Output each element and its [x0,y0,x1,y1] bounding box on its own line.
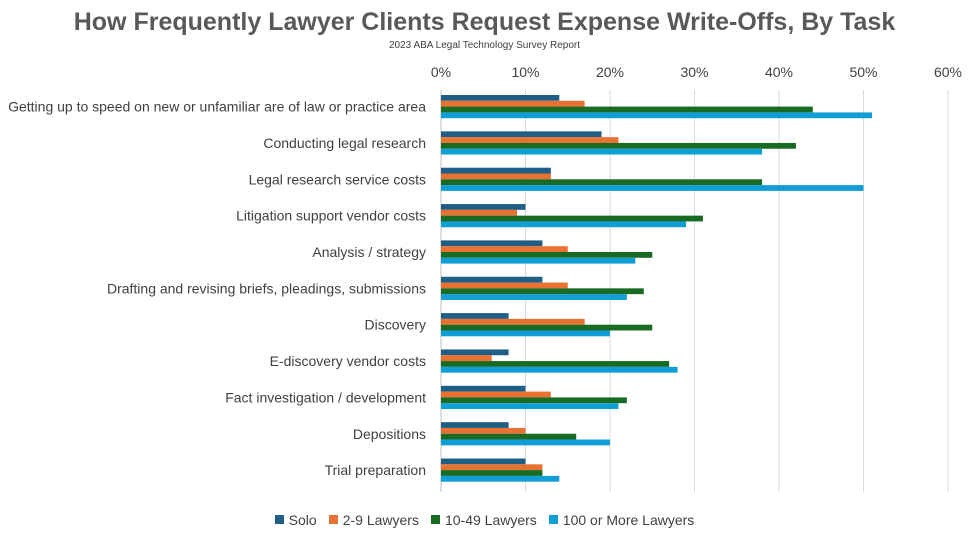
legend-swatch [274,515,284,524]
bar-2-9-lawyers [441,391,551,398]
legend-item: 100 or More Lawyers [548,512,695,528]
bar-2-9-lawyers [441,318,585,325]
x-tick-label: 30% [680,64,708,80]
x-tick-label: 0% [431,64,451,80]
category-labels: Getting up to speed on new or unfamiliar… [8,99,426,479]
bar-2-9-lawyers [441,246,568,252]
bar-solo [441,349,509,356]
bar-10-49-lawyers [441,179,763,186]
bar-100-or-more-lawyers [441,475,560,482]
bar-100-or-more-lawyers [441,366,678,373]
bar-10-49-lawyers [441,215,703,222]
bar-solo [441,458,526,465]
bar-solo [441,131,602,138]
category-label: Analysis / strategy [312,244,426,260]
chart-title: How Frequently Lawyer Clients Request Ex… [73,8,896,36]
category-label: E-discovery vendor costs [270,353,426,369]
bar-solo [441,385,526,392]
bar-2-9-lawyers [441,209,518,216]
bar-100-or-more-lawyers [441,330,610,337]
chart-subtitle: 2023 ABA Legal Technology Survey Report [388,40,581,51]
category-label: Depositions [353,426,426,442]
legend-label: 2-9 Lawyers [342,512,419,528]
bar-10-49-lawyers [441,252,653,258]
bar-100-or-more-lawyers [441,221,687,228]
bar-100-or-more-lawyers [441,403,619,409]
bars [441,95,872,482]
x-tick-label: 60% [934,64,962,80]
bar-100-or-more-lawyers [441,112,872,119]
legend-swatch [328,515,338,524]
bar-2-9-lawyers [441,464,543,471]
bar-2-9-lawyers [441,355,492,362]
category-label: Getting up to speed on new or unfamiliar… [8,99,426,115]
bar-solo [441,276,543,283]
x-tick-label: 20% [596,64,624,80]
category-label: Legal research service costs [249,171,426,187]
bar-10-49-lawyers [441,433,577,440]
bar-2-9-lawyers [441,100,585,107]
bar-100-or-more-lawyers [441,257,636,264]
bar-2-9-lawyers [441,137,619,143]
bar-10-49-lawyers [441,361,670,367]
bar-10-49-lawyers [441,288,644,295]
x-tick-label: 10% [511,64,539,80]
bar-2-9-lawyers [441,282,568,289]
bar-100-or-more-lawyers [441,439,610,446]
bar-10-49-lawyers [441,142,796,149]
legend-item: 10-49 Lawyers [430,512,537,528]
bar-solo [441,240,543,247]
x-axis-ticks: 0% 10% 20% 30% 40% 50% 60% [431,64,962,80]
legend-label: Solo [288,512,317,528]
bar-solo [441,422,509,428]
bar-100-or-more-lawyers [441,185,864,191]
bar-10-49-lawyers [441,324,653,331]
x-tick-label: 50% [849,64,877,80]
legend-item: Solo [274,512,317,528]
category-label: Discovery [365,317,426,333]
bar-solo [441,167,551,174]
bar-100-or-more-lawyers [441,294,627,300]
bar-solo [441,313,509,319]
bar-2-9-lawyers [441,173,551,180]
category-label: Trial preparation [325,462,426,478]
legend-swatch [548,515,558,524]
legend-label: 10-49 Lawyers [444,512,537,528]
category-label: Litigation support vendor costs [236,208,426,224]
bar-2-9-lawyers [441,427,526,434]
legend-swatch [430,515,440,524]
category-label: Fact investigation / development [225,389,426,405]
bar-10-49-lawyers [441,397,627,404]
bar-10-49-lawyers [441,470,543,476]
legend: Solo 2-9 Lawyers 10-49 Lawyers 100 or More … [0,512,969,528]
legend-label: 100 or More Lawyers [562,512,695,528]
legend-item: 2-9 Lawyers [328,512,419,528]
x-tick-label: 40% [765,64,793,80]
bar-10-49-lawyers [441,106,813,113]
bar-solo [441,95,560,101]
bar-100-or-more-lawyers [441,148,763,155]
bar-solo [441,204,526,210]
category-label: Conducting legal research [263,135,426,151]
category-label: Drafting and revising briefs, pleadings,… [107,280,426,296]
